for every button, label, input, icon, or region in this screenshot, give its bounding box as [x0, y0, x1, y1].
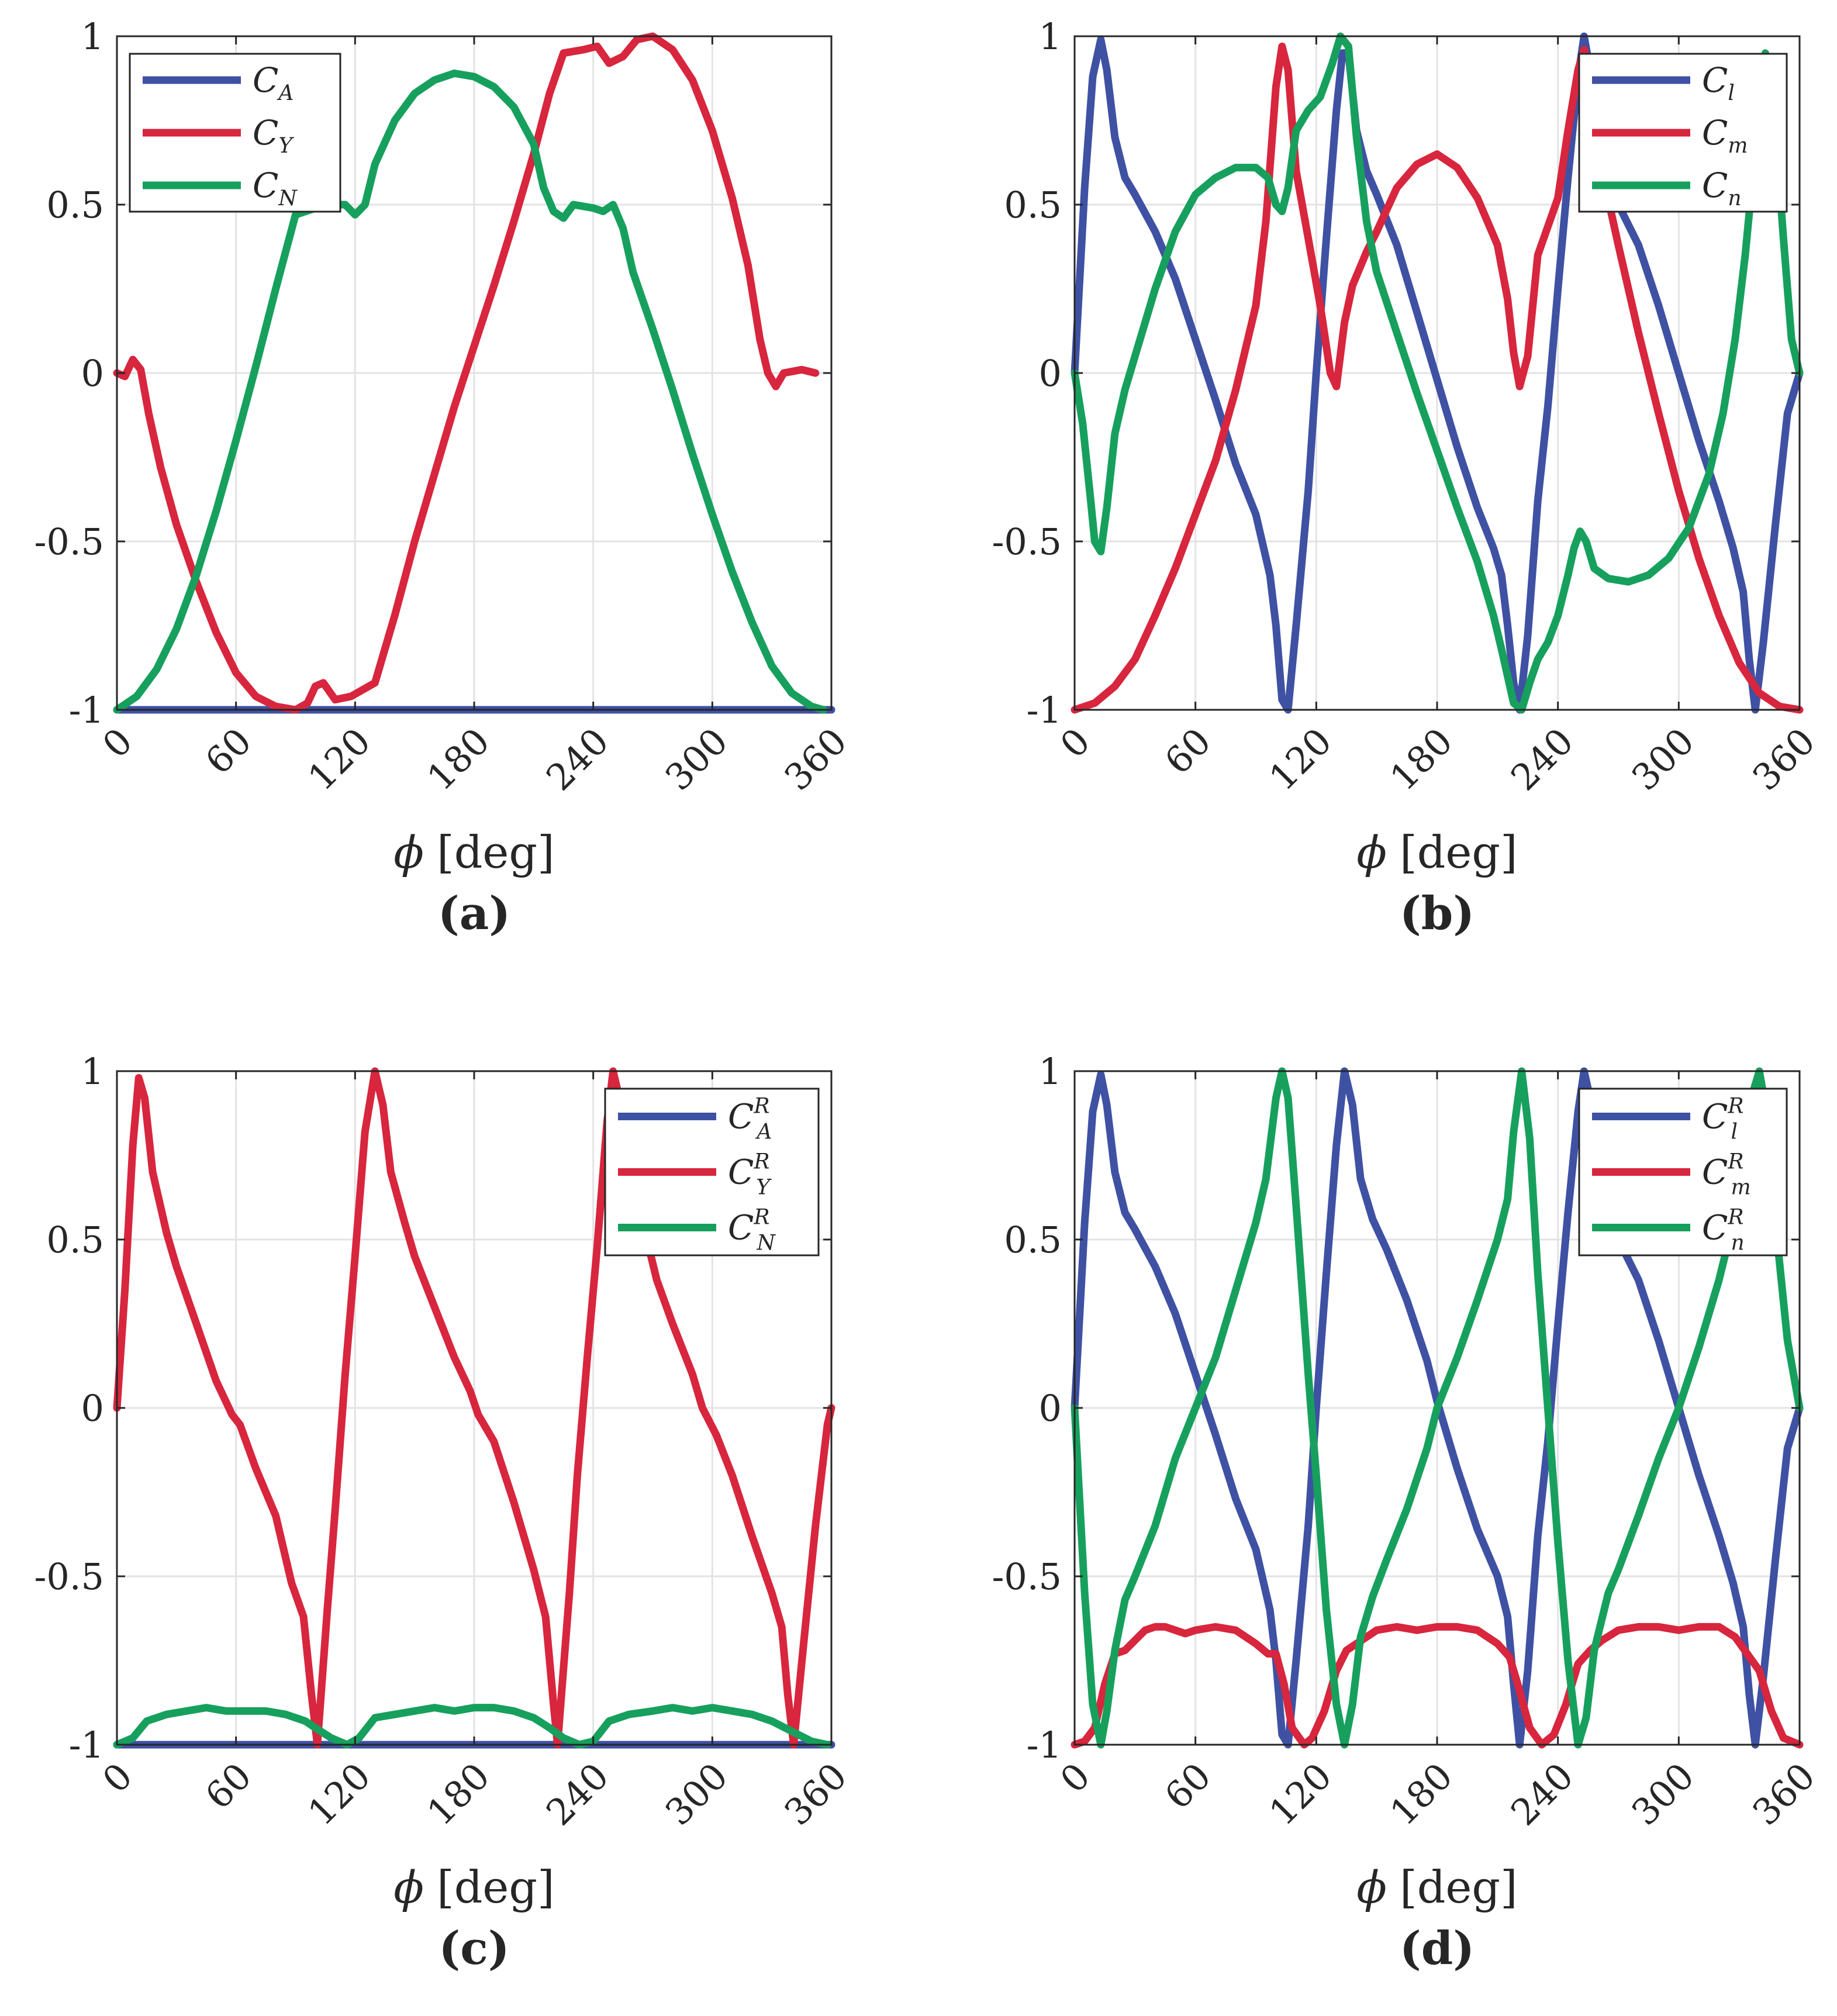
x-tick-label: 60	[197, 1755, 260, 1817]
series-line-c-y	[113, 32, 820, 714]
y-tick-label: 1	[81, 15, 104, 58]
x-tick-label: 180	[419, 720, 498, 799]
legend-entry: CR N	[728, 1206, 776, 1255]
x-tick-label: 60	[1156, 1755, 1219, 1817]
legend-entry: CY	[253, 113, 294, 158]
chart-panel-a: 0 60 120 180 240 300 360-1-0.500.51ϕ [deg](a)CA…	[34, 15, 855, 940]
x-tick-label: 120	[300, 720, 379, 799]
legend-entry: CR m	[1702, 1150, 1751, 1200]
legend-entry: CR A	[728, 1095, 772, 1144]
x-tick-label: 240	[1503, 1755, 1582, 1834]
y-tick-label: 0.5	[1004, 1218, 1062, 1261]
y-tick-label: 0	[81, 1387, 104, 1430]
y-tick-label: 0	[1039, 1387, 1062, 1430]
series-line-c-m	[1071, 42, 1804, 714]
x-tick-label: 120	[1261, 720, 1340, 799]
series-line-c-m-r	[1071, 1623, 1804, 1749]
legend-entry: Cn	[1702, 165, 1742, 210]
legend: Cl Cm Cn	[1578, 53, 1788, 213]
legend-entry: CR l	[1702, 1095, 1744, 1144]
series-line-c-n	[1071, 32, 1804, 714]
y-tick-label: 0.5	[1004, 184, 1062, 226]
panel-caption: (b)	[1400, 887, 1475, 940]
chart-panel-c: 0 60 120 180 240 300 360-1-0.500.51ϕ [deg](c)CR…	[34, 1050, 855, 1975]
legend-entry: Cl	[1702, 60, 1735, 105]
chart-panel-d: 0 60 120 180 240 300 360-1-0.500.51ϕ [deg](d)CR…	[992, 1050, 1823, 1975]
legend-entry: CR Y	[728, 1150, 772, 1200]
x-tick-label: 300	[1624, 720, 1703, 799]
x-tick-label: 120	[1261, 1755, 1340, 1834]
y-tick-label: -0.5	[992, 1555, 1062, 1598]
y-tick-label: 1	[1039, 1050, 1062, 1093]
legend: CA CY CN	[129, 53, 341, 213]
y-tick-label: -0.5	[992, 520, 1062, 563]
series-line-c-y-r	[113, 1067, 835, 1749]
x-tick-label: 60	[1156, 720, 1219, 782]
y-tick-label: -1	[69, 1724, 104, 1766]
y-tick-label: -0.5	[34, 520, 104, 563]
y-tick-label: -1	[1027, 689, 1062, 731]
x-tick-label: 60	[197, 720, 260, 782]
series-line-c-l	[1071, 32, 1804, 714]
legend: CR l CR m CR n	[1578, 1088, 1788, 1256]
x-tick-label: 240	[538, 1755, 617, 1834]
x-tick-label: 180	[1382, 720, 1460, 799]
x-tick-label: 300	[657, 1755, 736, 1834]
x-tick-label: 360	[1744, 1755, 1823, 1834]
x-axis-label: ϕ [deg]	[1356, 826, 1517, 878]
y-tick-label: 0	[81, 352, 104, 395]
x-tick-label: 300	[1624, 1755, 1703, 1834]
y-tick-label: 1	[1039, 15, 1062, 58]
x-tick-label: 360	[776, 1755, 855, 1834]
y-tick-label: -1	[69, 689, 104, 731]
x-tick-label: 360	[1744, 720, 1823, 799]
series-line-c-n-r	[113, 1704, 831, 1749]
x-axis-label: ϕ [deg]	[1356, 1861, 1517, 1913]
y-tick-label: 0.5	[46, 1218, 104, 1261]
legend-entry: CA	[253, 60, 293, 105]
x-tick-label: 180	[1382, 1755, 1460, 1834]
x-tick-label: 300	[657, 720, 736, 799]
y-tick-label: -1	[1027, 1724, 1062, 1766]
legend-entry: Cm	[1702, 113, 1748, 158]
y-tick-label: 0	[1039, 352, 1062, 395]
series-line-c-n	[113, 69, 827, 714]
panel-caption: (d)	[1400, 1922, 1475, 1975]
x-tick-label: 240	[538, 720, 617, 799]
x-axis-label: ϕ [deg]	[393, 826, 554, 878]
x-tick-label: 240	[1503, 720, 1582, 799]
x-tick-label: 120	[300, 1755, 379, 1834]
y-tick-label: 1	[81, 1050, 104, 1093]
y-tick-label: 0.5	[46, 184, 104, 226]
x-tick-label: 360	[776, 720, 855, 799]
legend-entry: CN	[253, 165, 298, 210]
legend-entry: CR n	[1702, 1206, 1745, 1255]
y-tick-label: -0.5	[34, 1555, 104, 1598]
chart-panel-b: 0 60 120 180 240 300 360-1-0.500.51ϕ [deg](b)Cl…	[992, 15, 1823, 940]
x-tick-label: 180	[419, 1755, 498, 1834]
series-line-c-n-r	[1071, 1067, 1804, 1749]
panel-caption: (c)	[438, 1922, 509, 1975]
legend: CR A CR Y CR N	[604, 1088, 820, 1256]
x-axis-label: ϕ [deg]	[393, 1861, 554, 1913]
panel-caption: (a)	[438, 887, 510, 940]
